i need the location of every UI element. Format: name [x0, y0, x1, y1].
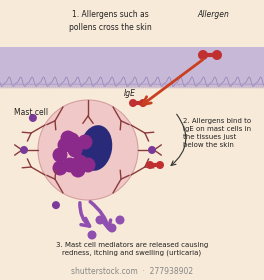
Text: 1. Allergens such as
pollens cross the skin: 1. Allergens such as pollens cross the s…: [69, 10, 151, 32]
Circle shape: [212, 50, 222, 60]
Circle shape: [148, 146, 156, 154]
Text: shutterstock.com  ·  277938902: shutterstock.com · 277938902: [71, 267, 193, 277]
Circle shape: [68, 143, 82, 157]
Circle shape: [129, 99, 137, 107]
Text: 2. Allergens bind to
IgE on mast cells in
the tissues just
below the skin: 2. Allergens bind to IgE on mast cells i…: [183, 118, 251, 148]
Circle shape: [116, 216, 125, 225]
Circle shape: [64, 132, 79, 148]
Circle shape: [58, 137, 73, 153]
Circle shape: [60, 130, 76, 146]
Circle shape: [87, 230, 97, 239]
Text: 3. Mast cell mediators are released causing
redness, itching and swelling (urtic: 3. Mast cell mediators are released caus…: [56, 242, 208, 256]
Ellipse shape: [80, 125, 112, 171]
Circle shape: [96, 216, 105, 225]
Circle shape: [29, 114, 37, 122]
FancyArrowPatch shape: [90, 202, 111, 228]
Circle shape: [53, 160, 68, 176]
Circle shape: [139, 99, 147, 107]
FancyBboxPatch shape: [0, 47, 264, 61]
FancyBboxPatch shape: [0, 47, 264, 85]
Text: Allergen: Allergen: [197, 10, 229, 19]
Circle shape: [70, 162, 86, 178]
FancyArrowPatch shape: [80, 203, 89, 226]
Circle shape: [73, 155, 87, 169]
Circle shape: [146, 161, 154, 169]
Circle shape: [38, 100, 138, 200]
Circle shape: [81, 157, 96, 172]
Circle shape: [107, 223, 116, 232]
Polygon shape: [0, 47, 264, 87]
Circle shape: [53, 148, 68, 162]
FancyArrowPatch shape: [171, 114, 186, 165]
Circle shape: [198, 50, 208, 60]
Circle shape: [156, 161, 164, 169]
Text: IgE: IgE: [124, 88, 136, 97]
Circle shape: [52, 201, 60, 209]
Text: Mast cell: Mast cell: [14, 108, 48, 117]
Circle shape: [63, 157, 78, 172]
Circle shape: [78, 134, 92, 150]
Circle shape: [20, 146, 28, 154]
